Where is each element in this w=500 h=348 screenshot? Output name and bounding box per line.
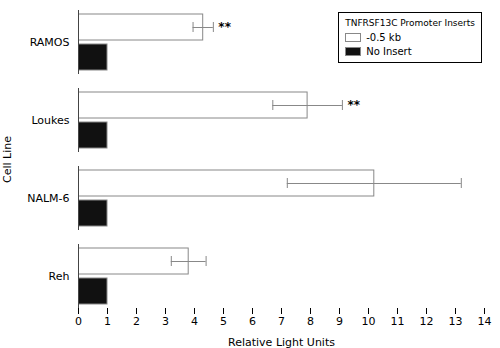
svg-text:13: 13 <box>449 315 463 328</box>
svg-text:4: 4 <box>191 315 198 328</box>
svg-text:NALM-6: NALM-6 <box>27 192 69 205</box>
svg-text:Reh: Reh <box>49 270 70 283</box>
svg-text:RAMOS: RAMOS <box>30 36 70 49</box>
svg-text:9: 9 <box>336 315 343 328</box>
svg-text:0: 0 <box>75 315 82 328</box>
svg-text:11: 11 <box>391 315 405 328</box>
svg-text:12: 12 <box>420 315 434 328</box>
html-text:-0.5 kb: -0.5 kb <box>366 32 401 44</box>
svg-text:10: 10 <box>362 315 376 328</box>
svg-text:6: 6 <box>249 315 256 328</box>
svg-text:5: 5 <box>220 315 227 328</box>
svg-text:Cell Line: Cell Line <box>1 136 14 183</box>
svg-text:**: ** <box>347 98 360 112</box>
svg-text:3: 3 <box>162 315 169 328</box>
svg-text:14: 14 <box>478 315 492 328</box>
svg-text:**: ** <box>218 20 231 34</box>
html-text:TNFRSF13C Promoter Inserts: TNFRSF13C Promoter Inserts <box>345 18 475 28</box>
svg-text:8: 8 <box>307 315 314 328</box>
svg-text:Relative Light Units: Relative Light Units <box>228 336 335 348</box>
svg-text:Loukes: Loukes <box>31 114 69 127</box>
svg-text:1: 1 <box>104 315 111 328</box>
svg-text:2: 2 <box>133 315 140 328</box>
html-text:No Insert: No Insert <box>366 45 412 57</box>
svg-text:7: 7 <box>278 315 285 328</box>
